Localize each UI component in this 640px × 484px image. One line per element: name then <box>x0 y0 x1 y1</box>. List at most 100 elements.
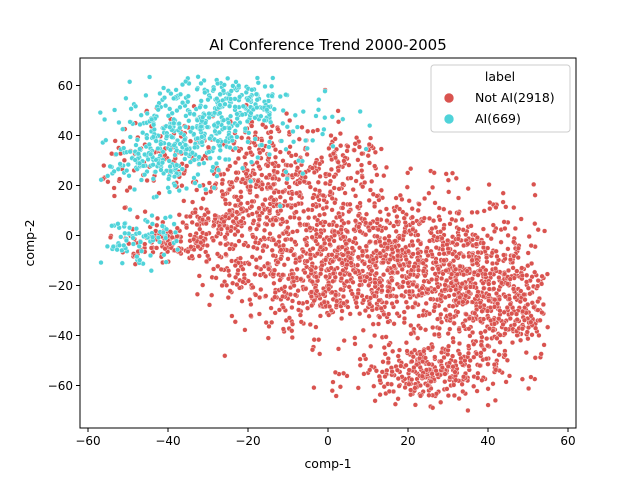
data-point <box>405 280 411 286</box>
data-point <box>402 229 408 235</box>
data-point <box>430 405 436 411</box>
data-point <box>152 169 159 175</box>
data-point <box>334 298 340 304</box>
data-point <box>442 379 448 385</box>
data-point <box>479 377 485 383</box>
data-point <box>127 207 133 213</box>
data-point <box>417 393 424 399</box>
data-point <box>441 225 447 232</box>
data-point <box>133 142 139 148</box>
data-point <box>535 298 541 305</box>
data-point <box>394 311 400 317</box>
data-point <box>375 226 381 233</box>
data-point <box>120 139 126 145</box>
data-point <box>428 230 434 236</box>
data-point <box>289 298 296 304</box>
data-point <box>485 361 491 367</box>
data-point <box>140 163 147 169</box>
data-point <box>226 120 232 126</box>
data-point <box>443 171 449 177</box>
data-point <box>286 184 292 190</box>
data-point <box>321 211 328 217</box>
data-point <box>118 234 124 240</box>
data-point <box>223 201 229 207</box>
data-point <box>396 383 402 389</box>
data-point <box>326 172 332 178</box>
data-point <box>452 369 458 375</box>
data-point <box>115 221 121 227</box>
data-point <box>292 292 299 298</box>
data-point <box>268 129 274 135</box>
data-point <box>271 106 277 112</box>
data-point <box>253 257 259 263</box>
data-point <box>486 298 492 304</box>
data-point <box>459 381 465 387</box>
data-point <box>229 179 235 186</box>
data-point <box>211 222 217 228</box>
data-point <box>248 184 254 190</box>
data-point <box>237 255 244 261</box>
data-point <box>461 272 467 278</box>
data-point <box>363 232 369 238</box>
data-point <box>519 376 526 382</box>
data-point <box>406 260 413 266</box>
data-point <box>366 282 372 288</box>
data-point <box>191 157 197 163</box>
data-point <box>447 210 453 216</box>
data-point <box>352 218 359 224</box>
data-point <box>415 257 421 263</box>
data-point <box>467 357 473 364</box>
data-point <box>196 273 202 279</box>
data-point <box>447 221 453 227</box>
data-point <box>425 345 432 351</box>
data-point <box>126 173 132 179</box>
data-point <box>466 326 472 332</box>
y-tick-label: 0 <box>65 229 73 243</box>
data-point <box>471 269 478 276</box>
data-point <box>436 325 443 332</box>
data-point <box>333 292 339 298</box>
data-point <box>255 80 261 86</box>
data-point <box>444 386 450 392</box>
data-point <box>357 311 363 317</box>
data-point <box>357 275 363 281</box>
data-point <box>150 162 156 168</box>
data-point <box>441 257 447 263</box>
data-point <box>431 331 438 338</box>
data-point <box>328 265 334 271</box>
data-point <box>332 155 339 161</box>
data-point <box>507 301 513 307</box>
data-point <box>265 335 271 341</box>
data-point <box>229 313 235 319</box>
data-point <box>467 284 474 290</box>
data-point <box>348 175 354 181</box>
data-point <box>436 251 442 257</box>
data-point <box>493 204 499 211</box>
data-point <box>271 237 277 243</box>
data-point <box>445 331 451 337</box>
data-point <box>370 321 376 327</box>
data-point <box>438 311 444 318</box>
data-point <box>228 113 234 119</box>
data-point <box>310 195 316 201</box>
data-point <box>109 151 115 157</box>
data-point <box>200 114 206 120</box>
data-point <box>330 151 337 157</box>
data-point <box>367 367 373 373</box>
data-point <box>372 203 378 210</box>
data-point <box>142 172 148 178</box>
data-point <box>234 282 240 288</box>
data-point <box>235 155 242 162</box>
data-point <box>309 347 316 353</box>
data-point <box>113 151 119 157</box>
data-point <box>148 151 154 157</box>
data-point <box>475 289 481 295</box>
data-point <box>511 205 517 211</box>
data-point <box>408 166 414 172</box>
data-point <box>469 276 475 282</box>
series-not-ai <box>100 87 551 414</box>
data-point <box>221 125 228 131</box>
data-point <box>411 364 417 371</box>
data-point <box>217 147 223 153</box>
data-point <box>171 174 178 180</box>
